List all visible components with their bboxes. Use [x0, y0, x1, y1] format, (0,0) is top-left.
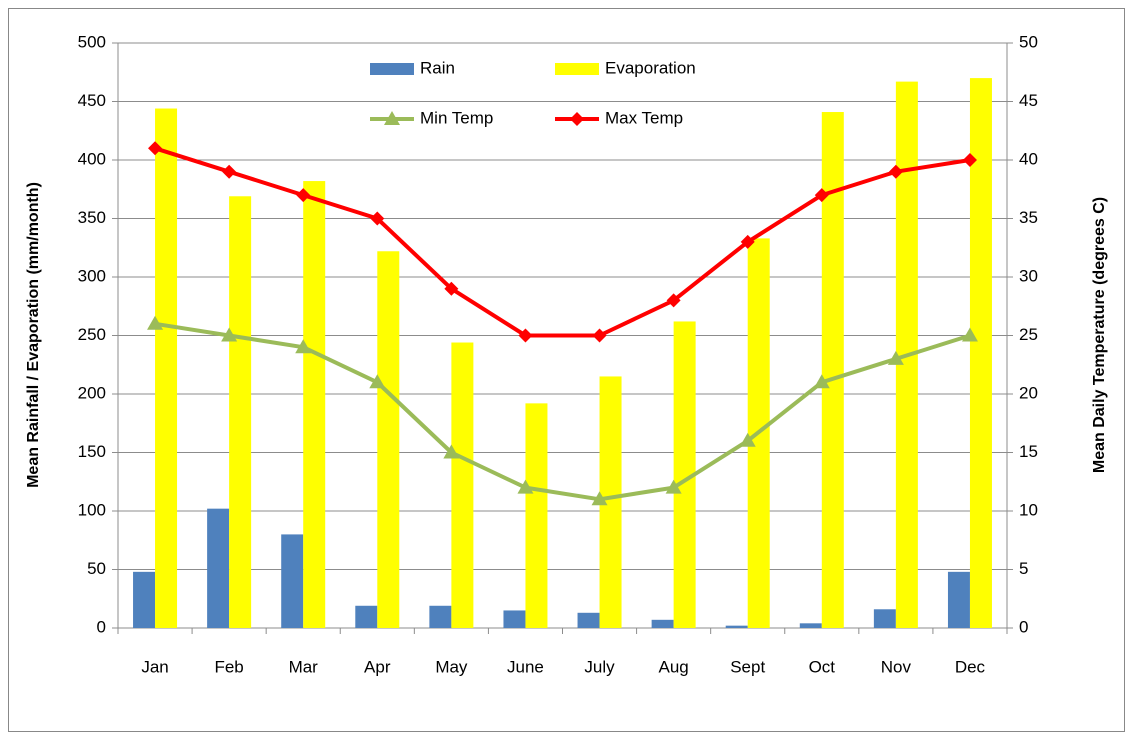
y-tick-label: 400: [78, 149, 106, 168]
y2-axis-title: Mean Daily Temperature (degrees C): [1091, 197, 1108, 473]
bar: [281, 534, 304, 628]
marker: [222, 164, 237, 179]
marker: [813, 374, 830, 389]
bar: [133, 571, 156, 628]
x-tick-label: Aug: [659, 657, 689, 676]
x-tick-label: Jan: [141, 657, 168, 676]
bar: [303, 181, 326, 628]
marker: [739, 432, 756, 447]
y2-tick-label: 35: [1019, 208, 1038, 227]
marker: [592, 328, 607, 343]
y-tick-label: 50: [87, 559, 106, 578]
y2-tick-label: 10: [1019, 500, 1038, 519]
y2-tick-label: 15: [1019, 442, 1038, 461]
y2-tick-label: 30: [1019, 266, 1038, 285]
bar: [673, 321, 696, 628]
marker: [147, 315, 164, 330]
marker: [570, 112, 584, 126]
legend-label: Rain: [420, 58, 455, 77]
bar: [429, 605, 452, 628]
x-tick-label: Apr: [364, 657, 391, 676]
line: [154, 321, 971, 502]
marker: [517, 479, 534, 494]
y-tick-label: 300: [78, 266, 106, 285]
bar: [525, 403, 548, 628]
marker: [888, 164, 903, 179]
bar: [873, 609, 896, 628]
y-axis-title: Mean Rainfall / Evaporation (mm/month): [25, 182, 42, 488]
bar: [229, 196, 252, 628]
y-tick-label: 0: [97, 617, 106, 636]
bar: [355, 605, 378, 628]
y2-tick-label: 5: [1019, 559, 1028, 578]
marker: [295, 339, 312, 354]
marker: [518, 328, 533, 343]
x-tick-label: July: [584, 657, 615, 676]
bar: [725, 625, 748, 628]
chart-border: [8, 8, 1125, 732]
x-tick-label: Sept: [730, 657, 765, 676]
marker: [665, 479, 682, 494]
marker: [444, 281, 459, 296]
y-tick-label: 150: [78, 442, 106, 461]
x-tick-label: Mar: [289, 657, 319, 676]
line: [154, 146, 971, 338]
legend-label: Min Temp: [420, 108, 493, 127]
marker: [384, 111, 400, 125]
bar: [503, 610, 526, 628]
y-tick-label: 100: [78, 500, 106, 519]
y2-tick-label: 50: [1019, 32, 1038, 51]
x-tick-label: June: [507, 657, 544, 676]
y2-tick-label: 40: [1019, 149, 1038, 168]
marker: [591, 491, 608, 506]
y-tick-label: 350: [78, 208, 106, 227]
y2-tick-label: 45: [1019, 91, 1038, 110]
x-tick-label: Oct: [809, 657, 836, 676]
marker: [962, 153, 977, 167]
marker: [296, 188, 311, 203]
bar: [969, 78, 992, 629]
marker: [887, 350, 904, 365]
x-tick-label: Dec: [955, 657, 986, 676]
bar: [207, 508, 230, 628]
x-tick-label: May: [435, 657, 468, 676]
bar: [947, 571, 970, 628]
legend-swatch: [370, 63, 414, 75]
y2-tick-label: 20: [1019, 383, 1038, 402]
y-tick-label: 250: [78, 325, 106, 344]
marker: [814, 188, 829, 203]
marker: [148, 141, 163, 156]
y-tick-label: 450: [78, 91, 106, 110]
legend-label: Max Temp: [605, 108, 683, 127]
bar: [651, 619, 674, 628]
y2-tick-label: 25: [1019, 325, 1038, 344]
y-tick-label: 500: [78, 32, 106, 51]
marker: [740, 234, 755, 249]
y-tick-label: 200: [78, 383, 106, 402]
marker: [370, 211, 385, 226]
marker: [666, 293, 681, 308]
x-tick-label: Feb: [214, 657, 243, 676]
marker: [221, 327, 238, 342]
bar: [377, 251, 400, 628]
legend-label: Evaporation: [605, 58, 696, 77]
bar: [821, 112, 844, 628]
bar: [155, 108, 178, 628]
y2-tick-label: 0: [1019, 617, 1028, 636]
legend-swatch: [555, 63, 599, 75]
bar: [577, 612, 600, 628]
marker: [961, 327, 978, 342]
bar: [599, 376, 622, 628]
x-tick-label: Nov: [881, 657, 912, 676]
marker: [369, 374, 386, 389]
bar: [451, 342, 474, 628]
bar: [799, 623, 822, 628]
marker: [443, 444, 460, 459]
